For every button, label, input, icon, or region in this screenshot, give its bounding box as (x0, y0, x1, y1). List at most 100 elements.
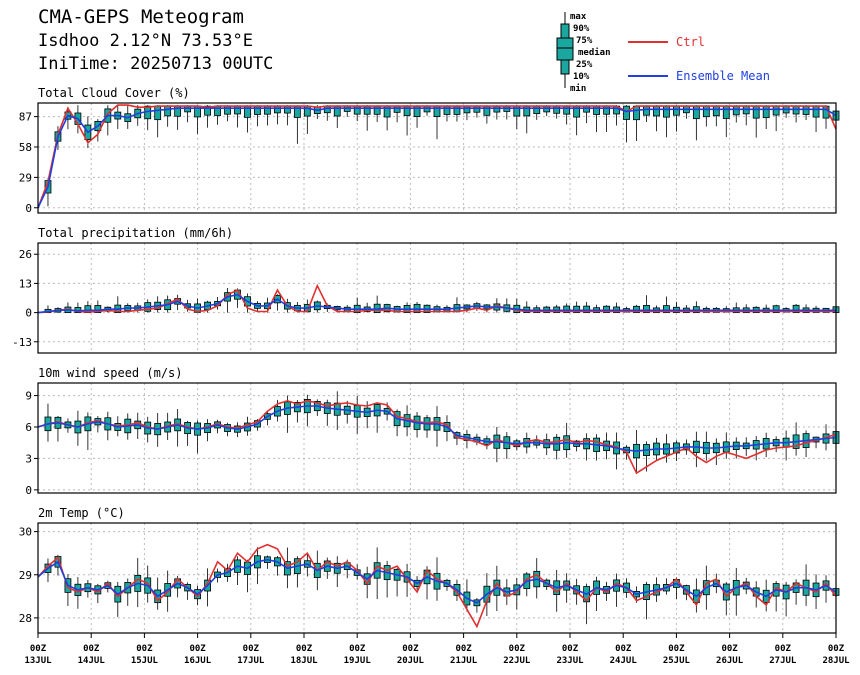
y-tick-label: 28 (19, 612, 32, 625)
series-mean-line (37, 107, 837, 209)
box-iqr (164, 105, 172, 117)
x-tick-date: 16JUL (184, 656, 212, 666)
y-tick-label: 29 (19, 569, 32, 582)
box-iqr (692, 105, 700, 120)
box-iqr (663, 105, 670, 118)
y-tick-label: 6 (25, 421, 32, 434)
box-iqr (792, 304, 800, 313)
x-tick-date: 19JUL (344, 656, 372, 666)
panel-2: Total precipitation (mm/6h) -13 0 13 26 (12, 226, 840, 354)
box-iqr (643, 105, 650, 116)
box-iqr (224, 105, 231, 115)
panel-title: Total Cloud Cover (%) (38, 86, 190, 100)
x-tick-hour: 00Z (83, 644, 100, 654)
box-iqr (553, 105, 561, 114)
box-iqr (493, 105, 501, 113)
legend-box-upper (560, 23, 570, 39)
x-tick-date: 21JUL (450, 656, 478, 666)
series-ctrl-line (37, 399, 837, 475)
x-tick-hour: 00Z (668, 644, 685, 654)
x-axis: 00Z 13JUL 00Z 14JUL 00Z 15JUL 00Z 16JUL 00Z 17JUL… (24, 633, 850, 666)
x-tick-hour: 00Z (402, 644, 419, 654)
box-iqr (393, 105, 401, 113)
box-iqr (373, 105, 381, 115)
x-tick-date: 22JUL (503, 656, 531, 666)
x-tick-hour: 00Z (189, 644, 206, 654)
box-iqr (772, 105, 780, 116)
panel-4: 2m Temp (°C) 28 29 30 (19, 506, 840, 634)
box-iqr (702, 105, 710, 118)
box-iqr (663, 305, 670, 313)
chart-title: CMA-GEPS Meteogram (38, 6, 244, 28)
y-tick-label: 26 (19, 248, 32, 261)
box-iqr (593, 105, 600, 115)
x-tick-date: 20JUL (397, 656, 425, 666)
x-tick-date: 26JUL (716, 656, 744, 666)
box-iqr (722, 105, 730, 119)
legend-box-lower (560, 59, 570, 75)
box-iqr (603, 305, 610, 313)
legend-mean-label: Ensemble Mean (676, 69, 770, 83)
panel-frame (37, 522, 837, 634)
box-iqr (283, 105, 291, 114)
box-iqr (752, 105, 760, 119)
box-iqr (204, 105, 211, 116)
box-iqr (543, 105, 551, 113)
panel-1: Total Cloud Cover (%) 0 29 58 87 (19, 86, 840, 215)
series-legend: Ctrl Ensemble Mean (628, 35, 770, 83)
y-tick-label: 87 (19, 111, 32, 124)
panel-frame (37, 102, 837, 214)
x-tick-hour: 00Z (828, 644, 845, 654)
box-iqr (643, 305, 650, 313)
legend-box-10: 10% (573, 72, 590, 82)
x-tick-date: 14JUL (78, 656, 106, 666)
x-tick-hour: 00Z (509, 644, 526, 654)
box-iqr (633, 105, 640, 121)
box-iqr (712, 105, 720, 117)
panel-3: 10m wind speed (m/s) 0 3 6 9 (25, 366, 840, 497)
box-legend: max 90% 75% median 25% 10% min (556, 12, 611, 94)
box-iqr (154, 105, 162, 121)
x-tick-hour: 00Z (721, 644, 738, 654)
legend-box-median: median (578, 47, 611, 58)
y-tick-label: 0 (25, 202, 32, 215)
box-iqr (254, 105, 261, 115)
box-iqr (603, 105, 610, 115)
box-iqr (353, 105, 361, 115)
x-tick-date: 25JUL (663, 656, 691, 666)
series-mean-line (37, 405, 837, 452)
x-tick-hour: 00Z (30, 644, 47, 654)
box-iqr (772, 305, 780, 313)
x-tick-date: 18JUL (290, 656, 318, 666)
panel-frame (37, 382, 837, 494)
box-iqr (94, 305, 102, 313)
init-time-label: IniTime: 20250713 00UTC (38, 54, 274, 74)
panel-frame (37, 242, 837, 354)
x-tick-date: 13JUL (24, 656, 52, 666)
box-iqr (184, 105, 192, 113)
legend-box-25: 25% (576, 60, 593, 70)
box-iqr (583, 105, 591, 113)
panel-title: 10m wind speed (m/s) (38, 366, 183, 380)
box-iqr (802, 105, 810, 115)
y-tick-label: 58 (19, 141, 32, 154)
series-ctrl-line (37, 283, 836, 314)
box-iqr (443, 105, 451, 115)
box-iqr (563, 305, 571, 313)
x-tick-hour: 00Z (243, 644, 260, 654)
legend-box-min: min (570, 83, 586, 94)
box-iqr (363, 105, 371, 115)
box-iqr (812, 105, 820, 118)
box-iqr (473, 105, 481, 113)
box-iqr (732, 105, 740, 116)
series-ctrl-line (37, 104, 837, 209)
box-iqr (563, 105, 571, 115)
y-tick-label: 30 (19, 526, 32, 539)
box-iqr (463, 105, 471, 114)
x-tick-date: 17JUL (237, 656, 265, 666)
x-tick-date: 28JUL (822, 656, 850, 666)
series-mean-line (37, 558, 837, 604)
legend-box-core (556, 37, 574, 61)
legend-box-75: 75% (576, 36, 593, 46)
